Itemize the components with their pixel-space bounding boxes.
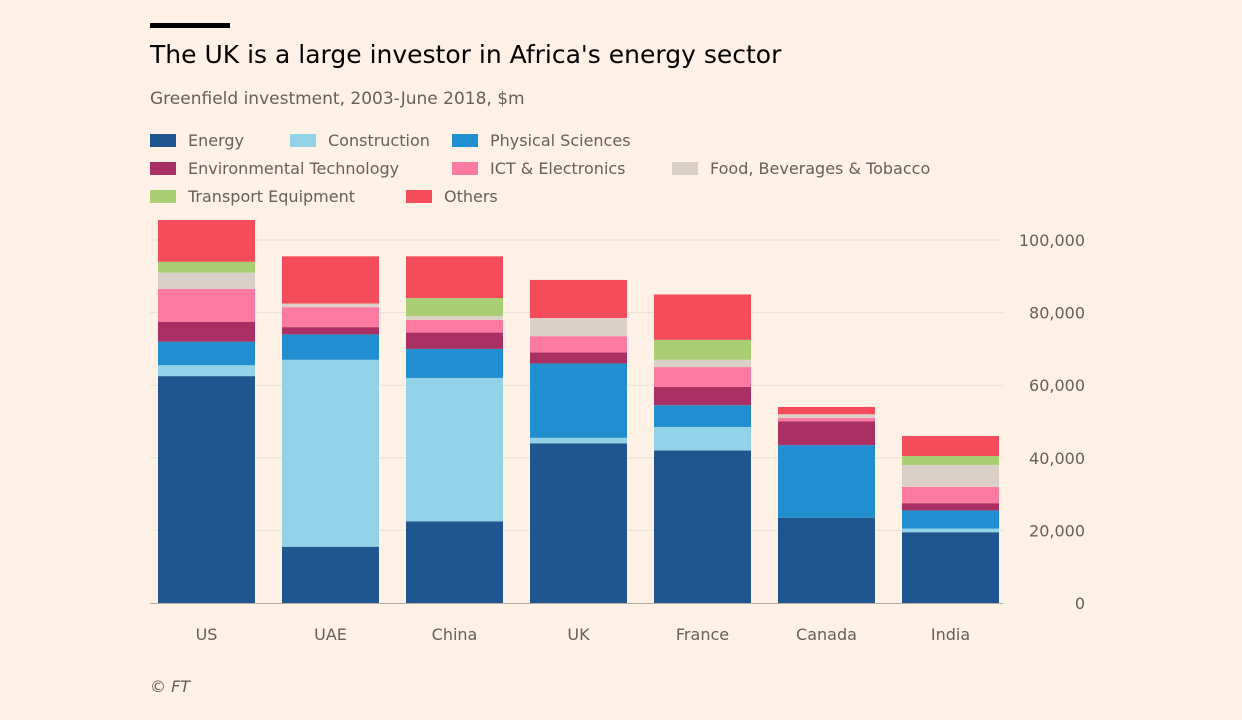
y-tick-label: 40,000 <box>1029 449 1085 468</box>
bar-segment-uk-physical-sciences <box>530 363 627 438</box>
legend-label-transport-equipment: Transport Equipment <box>188 187 356 206</box>
bar-segment-france-others <box>654 294 751 340</box>
bar-segment-uae-construction <box>282 359 379 547</box>
x-tick-label-us: US <box>196 625 218 644</box>
legend-label-food-beverages-and-tobacco: Food, Beverages & Tobacco <box>710 159 931 178</box>
bar-segment-uk-environmental-technology <box>530 352 627 364</box>
bar-segment-china-ict-and-electronics <box>406 319 503 333</box>
chart-subtitle: Greenfield investment, 2003-June 2018, $… <box>150 89 525 109</box>
legend-label-environmental-technology: Environmental Technology <box>188 159 400 178</box>
legend-item-transport-equipment: Transport Equipment <box>150 187 355 206</box>
bar-segment-uae-environmental-technology <box>282 327 379 335</box>
bar-segment-china-transport-equipment <box>406 298 503 317</box>
legend-label-others: Others <box>444 187 498 206</box>
bar-segment-india-physical-sciences <box>902 510 999 529</box>
legend-label-physical-sciences: Physical Sciences <box>490 131 631 150</box>
bar-segment-uk-construction <box>530 437 627 444</box>
bar-segment-canada-physical-sciences <box>778 445 875 518</box>
y-tick-label: 0 <box>1075 594 1085 613</box>
legend-swatch-physical-sciences <box>452 134 478 147</box>
legend-label-ict-and-electronics: ICT & Electronics <box>490 159 626 178</box>
y-tick-label: 60,000 <box>1029 376 1085 395</box>
bar-segment-china-food-beverages-and-tobacco <box>406 316 503 320</box>
source-credit: © FT <box>150 677 191 696</box>
x-tick-label-uae: UAE <box>314 625 347 644</box>
bar-segment-uk-energy <box>530 443 627 603</box>
legend-swatch-transport-equipment <box>150 190 176 203</box>
bar-segment-china-environmental-technology <box>406 332 503 349</box>
bar-segment-india-ict-and-electronics <box>902 486 999 504</box>
bar-segment-uk-others <box>530 279 627 319</box>
legend-label-construction: Construction <box>328 131 430 150</box>
x-tick-label-canada: Canada <box>796 625 857 644</box>
y-tick-label: 100,000 <box>1019 231 1085 250</box>
bar-segment-us-ict-and-electronics <box>158 289 255 322</box>
bar-segment-us-transport-equipment <box>158 261 255 273</box>
legend-item-others: Others <box>406 187 498 206</box>
bar-segment-india-others <box>902 436 999 456</box>
bar-segment-canada-food-beverages-and-tobacco <box>778 414 875 418</box>
bar-segment-canada-ict-and-electronics <box>778 417 875 422</box>
bar-segment-china-energy <box>406 521 503 603</box>
bar-segment-india-environmental-technology <box>902 503 999 511</box>
bar-segment-uae-others <box>282 256 379 304</box>
bar-segment-uk-ict-and-electronics <box>530 336 627 353</box>
y-tick-label: 20,000 <box>1029 521 1085 540</box>
bar-segment-canada-environmental-technology <box>778 421 875 446</box>
top-rule <box>150 23 230 28</box>
bar-segment-france-construction <box>654 426 751 451</box>
bar-segment-us-others <box>158 220 255 262</box>
legend-item-construction: Construction <box>290 131 430 150</box>
bar-segment-uae-energy <box>282 546 379 603</box>
bar-segment-france-ict-and-electronics <box>654 367 751 388</box>
bar-segment-us-energy <box>158 376 255 603</box>
bar-segment-us-environmental-technology <box>158 321 255 342</box>
legend-item-physical-sciences: Physical Sciences <box>452 131 631 150</box>
legend-swatch-environmental-technology <box>150 162 176 175</box>
legend-swatch-energy <box>150 134 176 147</box>
legend-swatch-ict-and-electronics <box>452 162 478 175</box>
bar-segment-uae-physical-sciences <box>282 334 379 360</box>
bar-segment-uk-food-beverages-and-tobacco <box>530 318 627 337</box>
bar-segment-france-transport-equipment <box>654 339 751 360</box>
bar-segment-france-energy <box>654 450 751 603</box>
bar-segment-uae-food-beverages-and-tobacco <box>282 303 379 308</box>
bar-segment-india-food-beverages-and-tobacco <box>902 465 999 487</box>
x-tick-label-uk: UK <box>567 625 590 644</box>
x-tick-label-france: France <box>676 625 729 644</box>
legend-swatch-food-beverages-and-tobacco <box>672 162 698 175</box>
x-tick-label-china: China <box>432 625 478 644</box>
chart-title: The UK is a large investor in Africa's e… <box>150 40 782 69</box>
bar-segment-uae-ict-and-electronics <box>282 307 379 328</box>
legend-item-food-beverages-and-tobacco: Food, Beverages & Tobacco <box>672 159 930 178</box>
bar-segment-us-food-beverages-and-tobacco <box>158 272 255 290</box>
legend-swatch-construction <box>290 134 316 147</box>
bar-segment-france-food-beverages-and-tobacco <box>654 359 751 368</box>
bar-segment-france-physical-sciences <box>654 405 751 427</box>
y-tick-label: 80,000 <box>1029 304 1085 323</box>
bar-segment-china-construction <box>406 377 503 522</box>
bar-segment-us-construction <box>158 365 255 377</box>
bar-segment-france-environmental-technology <box>654 387 751 406</box>
legend-item-energy: Energy <box>150 131 244 150</box>
bar-segment-china-physical-sciences <box>406 348 503 378</box>
legend-swatch-others <box>406 190 432 203</box>
legend-item-ict-and-electronics: ICT & Electronics <box>452 159 626 178</box>
bar-segment-india-construction <box>902 528 999 533</box>
bar-segment-china-others <box>406 256 503 299</box>
bar-segment-canada-others <box>778 406 875 415</box>
bar-segment-india-transport-equipment <box>902 455 999 466</box>
legend-item-environmental-technology: Environmental Technology <box>150 159 399 178</box>
bar-segment-india-energy <box>902 532 999 603</box>
legend: Energy Construction Physical Sciences Envir… <box>150 131 1050 216</box>
bar-segment-canada-energy <box>778 517 875 603</box>
legend-label-energy: Energy <box>188 131 245 150</box>
x-tick-label-india: India <box>931 625 970 644</box>
bar-segment-us-physical-sciences <box>158 341 255 366</box>
